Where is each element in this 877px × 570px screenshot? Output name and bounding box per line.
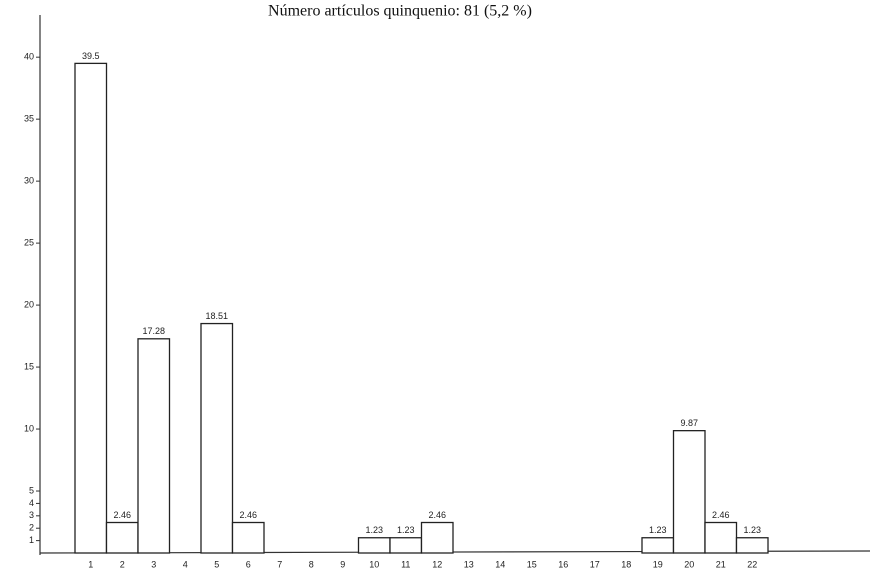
data-label: 2.46	[113, 510, 131, 520]
data-label: 1.23	[397, 525, 415, 535]
y-tick-label: 10	[24, 423, 34, 433]
data-label: 2.46	[428, 510, 446, 520]
x-tick-label: 17	[590, 559, 600, 569]
x-tick-label: 4	[183, 559, 188, 569]
data-label: 17.28	[142, 326, 165, 336]
x-tick-label: 14	[495, 559, 505, 569]
bar	[231, 521, 265, 554]
y-tick-label: 2	[29, 523, 34, 533]
x-tick-label: 2	[120, 559, 125, 569]
x-tick-label: 5	[214, 559, 219, 569]
y-tick-label: 4	[29, 498, 34, 508]
data-label: 1.23	[365, 525, 383, 535]
x-tick-label: 12	[432, 559, 442, 569]
x-tick-label: 11	[401, 559, 410, 569]
bar	[735, 537, 769, 554]
x-tick-label: 6	[246, 559, 251, 569]
y-tick-label: 5	[29, 485, 34, 495]
bar	[74, 62, 108, 554]
bar	[357, 537, 391, 554]
chart-title: Número artículos quinquenio: 81 (5,2 %)	[268, 3, 532, 20]
bar	[137, 338, 171, 554]
x-tick-label: 21	[716, 559, 726, 569]
y-tick-label: 25	[24, 237, 34, 247]
y-tick-label: 30	[24, 176, 34, 186]
bar	[200, 322, 234, 554]
bar	[389, 537, 423, 554]
x-tick-label: 9	[340, 559, 345, 569]
y-tick-label: 3	[29, 510, 34, 520]
y-tick-label: 40	[24, 52, 34, 62]
x-tick-label: 3	[151, 559, 156, 569]
x-tick-label: 1	[88, 559, 93, 569]
x-tick-label: 19	[653, 559, 663, 569]
x-tick-label: 18	[621, 559, 631, 569]
y-tick-label: 20	[24, 299, 34, 309]
data-label: 1.23	[649, 525, 667, 535]
x-tick-label: 22	[747, 559, 757, 569]
y-tick-label: 35	[24, 114, 34, 124]
x-tick-label: 8	[309, 559, 314, 569]
x-tick-label: 13	[464, 559, 474, 569]
data-label: 18.51	[205, 311, 228, 321]
x-tick-label: 16	[558, 559, 568, 569]
data-label: 9.87	[680, 418, 698, 428]
bar	[105, 521, 139, 554]
data-label: 39.5	[82, 51, 100, 61]
x-tick-label: 15	[527, 559, 537, 569]
data-label: 1.23	[743, 525, 761, 535]
bar	[672, 430, 706, 554]
data-label: 2.46	[239, 510, 257, 520]
y-tick-label: 15	[24, 361, 34, 371]
bar	[641, 537, 675, 554]
bar	[420, 521, 454, 554]
x-tick-label: 10	[369, 559, 379, 569]
x-tick-label: 7	[277, 559, 282, 569]
x-tick-label: 20	[684, 559, 694, 569]
data-label: 2.46	[712, 510, 730, 520]
y-tick-label: 1	[29, 535, 34, 545]
bar	[704, 521, 738, 554]
